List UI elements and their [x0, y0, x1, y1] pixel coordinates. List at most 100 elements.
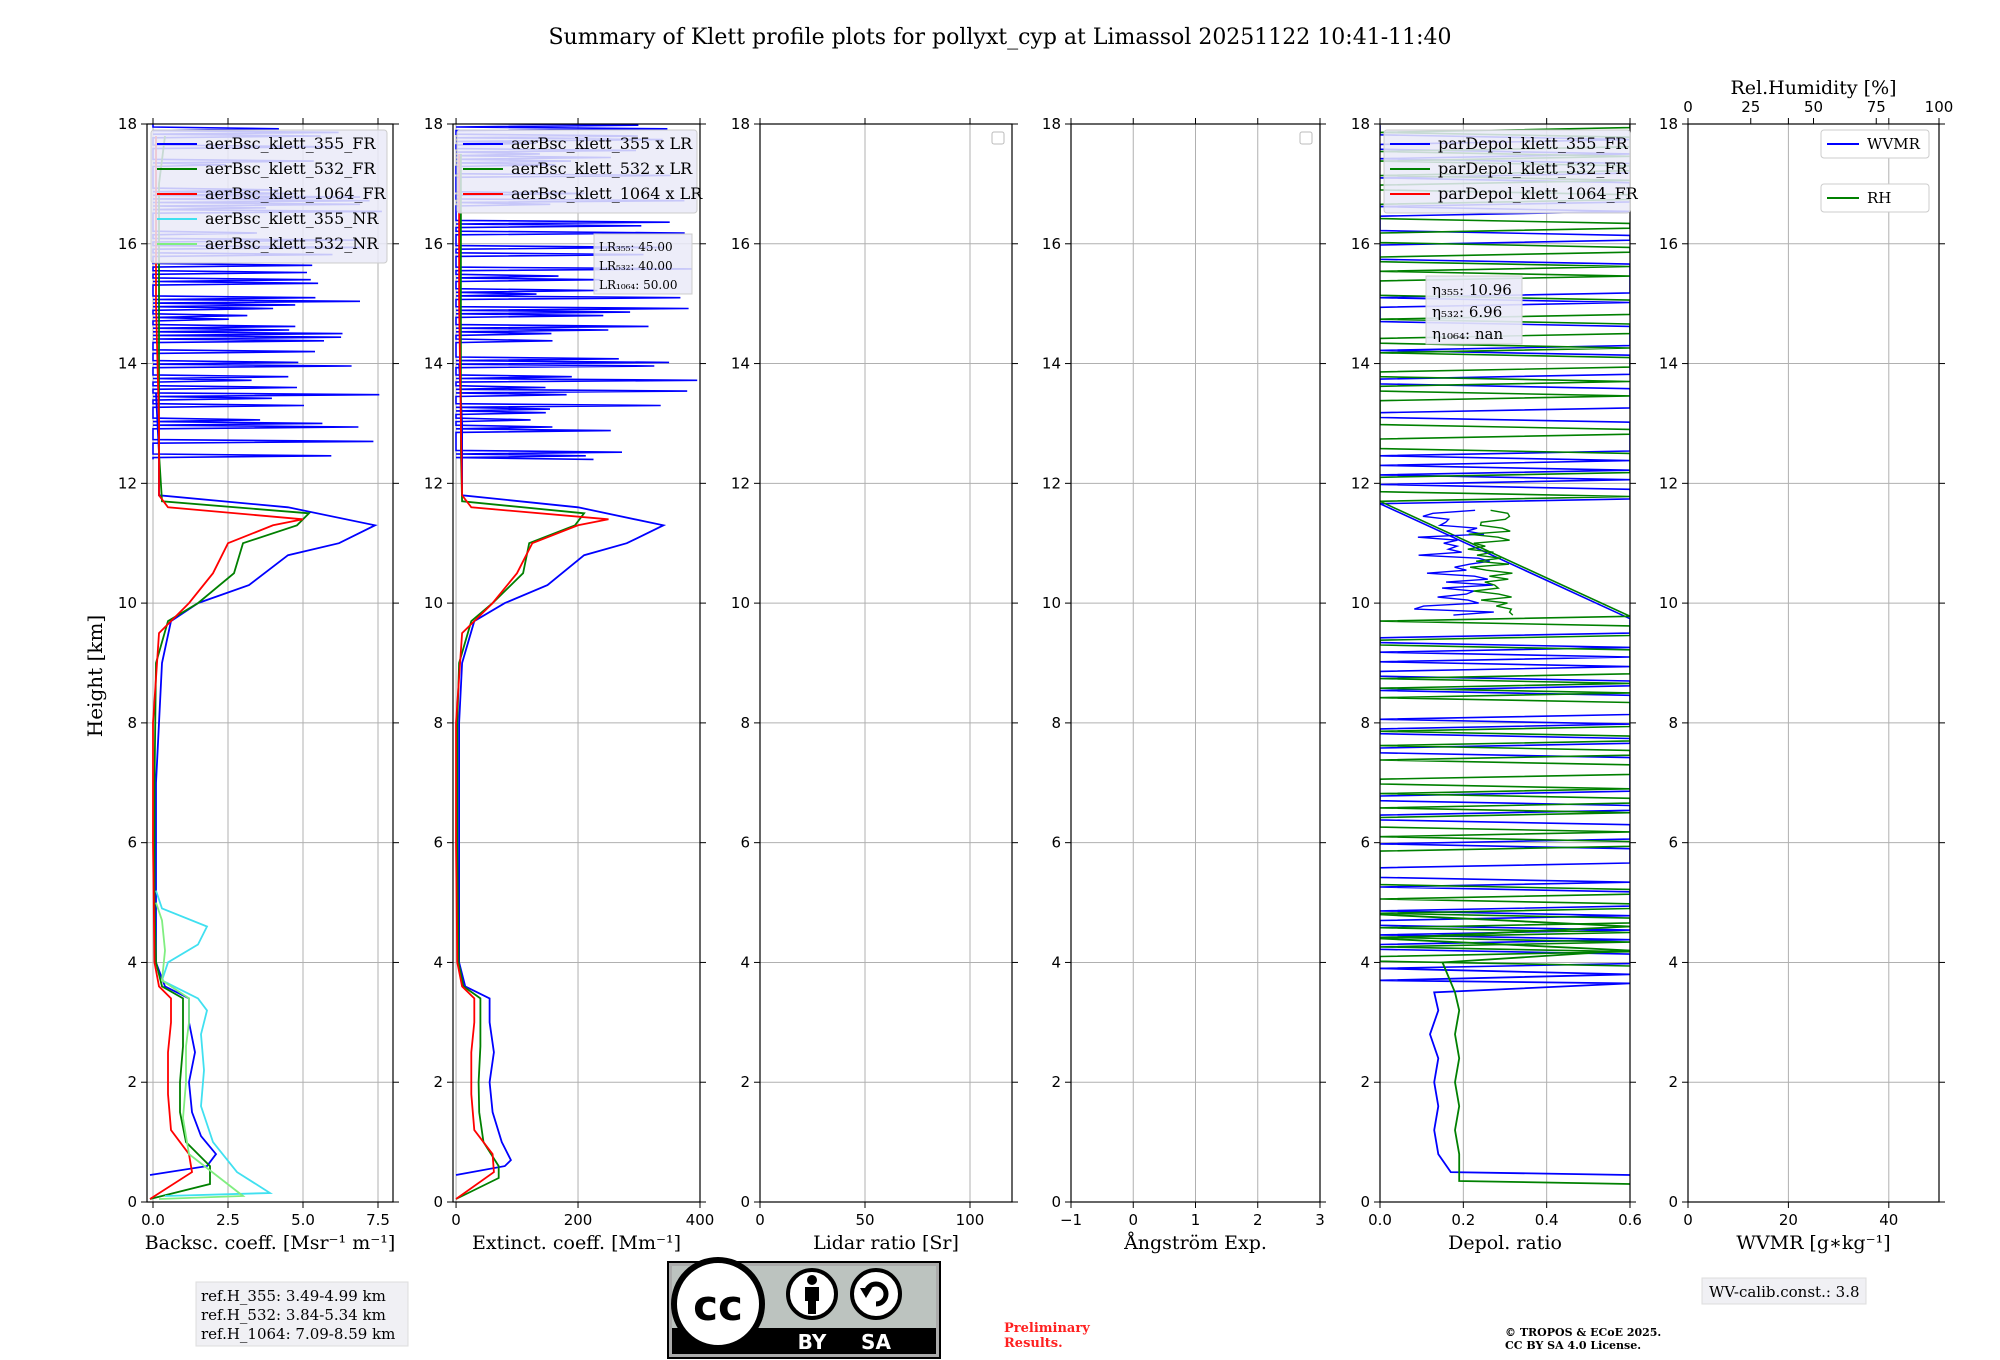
- series-355-noise: [455, 124, 698, 461]
- series-532-noise: [1380, 124, 1630, 967]
- series-532-cirrus: [1467, 509, 1514, 616]
- y-tick-label: 12: [424, 474, 443, 492]
- series-aerBsc_klett_355_NR: [155, 890, 273, 1197]
- legend-label: aerBsc_klett_532_NR: [205, 234, 379, 253]
- cc-logo-text: cc: [693, 1281, 743, 1330]
- x-tick-label: 100: [956, 1211, 985, 1229]
- series-group: [1380, 124, 1630, 1185]
- legend-box: [150, 129, 388, 264]
- legend-label: parDepol_klett_355_FR: [1438, 134, 1629, 153]
- legend-label: parDepol_klett_1064_FR: [1438, 184, 1639, 203]
- lr-value: LR₅₃₂: 40.00: [599, 259, 673, 273]
- y-tick-label: 10: [731, 594, 750, 612]
- legend-label: aerBsc_klett_355 x LR: [511, 134, 693, 153]
- x-tick-label: 0.2: [1451, 1211, 1475, 1229]
- top-axis-label: Rel.Humidity [%]: [1730, 77, 1896, 99]
- wv-calib-box: WV-calib.const.: 3.8: [1701, 1277, 1867, 1305]
- y-tick-label: 4: [433, 953, 443, 971]
- y-axis-label: Height [km]: [83, 615, 107, 737]
- top-tick-label: 25: [1741, 98, 1760, 116]
- y-tick-label: 8: [1668, 714, 1678, 732]
- legend-label: aerBsc_klett_1064 x LR: [511, 184, 703, 203]
- x-tick-label: 0: [755, 1211, 765, 1229]
- y-tick-label: 12: [118, 474, 137, 492]
- y-tick-label: 6: [1668, 834, 1678, 852]
- y-tick-label: 4: [740, 953, 750, 971]
- y-tick-label: 2: [1360, 1073, 1370, 1091]
- y-tick-label: 14: [1659, 355, 1678, 373]
- legend-label: RH: [1867, 189, 1891, 207]
- x-tick-label: 40: [1879, 1211, 1898, 1229]
- y-tick-label: 14: [1351, 355, 1370, 373]
- top-tick-label: 100: [1925, 98, 1954, 116]
- y-tick-label: 18: [1042, 115, 1061, 133]
- y-tick-label: 8: [1051, 714, 1061, 732]
- top-tick-label: 0: [1683, 98, 1693, 116]
- x-tick-label: 7.5: [366, 1211, 390, 1229]
- y-tick-label: 16: [1659, 235, 1678, 253]
- y-tick-label: 10: [424, 594, 443, 612]
- series-aerBsc_klett_532_NR: [155, 902, 246, 1200]
- grid: [1687, 123, 1939, 1203]
- legend: aerBsc_klett_355_FR aerBsc_klett_532_FRae…: [150, 129, 388, 264]
- y-tick-label: 6: [1051, 834, 1061, 852]
- x-tick-label: 20: [1779, 1211, 1798, 1229]
- y-tick-label: 0: [740, 1193, 750, 1211]
- y-tick-label: 14: [118, 355, 137, 373]
- y-tick-label: 12: [1042, 474, 1061, 492]
- y-tick-label: 2: [1051, 1073, 1061, 1091]
- y-tick-label: 16: [118, 235, 137, 253]
- ref-height-1064: ref.H_1064: 7.09-8.59 km: [201, 1325, 395, 1343]
- legend-label: aerBsc_klett_1064_FR: [205, 184, 387, 203]
- y-tick-label: 14: [424, 355, 443, 373]
- y-tick-label: 18: [118, 115, 137, 133]
- legend-box: [456, 129, 698, 214]
- y-tick-label: 6: [433, 834, 443, 852]
- wv-calib-text: WV-calib.const.: 3.8: [1709, 1283, 1860, 1301]
- x-axis-label: Ångström Exp.: [1123, 1232, 1267, 1254]
- x-tick-label: 2: [1253, 1211, 1263, 1229]
- series-aerBsc_klett_355 x LR: [455, 363, 667, 1176]
- panel-extinction: 0 2 4 6 8 10 12 14 16 18 0 200 400 Extinct. coeff. [M…: [424, 115, 714, 1254]
- panel-wvmr: 0 2 4 6 8 10 12 14 16 18 0 20 40 WVMR [g∗kg⁻¹] WVMR RH 0…: [1659, 77, 1953, 1254]
- y-tick-label: 10: [1659, 594, 1678, 612]
- y-tick-label: 0: [1668, 1193, 1678, 1211]
- y-tick-label: 16: [1351, 235, 1370, 253]
- preliminary-line1: Preliminary: [1004, 1321, 1090, 1336]
- cc-logo-icon: [671, 1257, 765, 1351]
- y-tick-label: 18: [424, 115, 443, 133]
- lr-box: [593, 233, 693, 295]
- legend-label: aerBsc_klett_532_FR: [205, 159, 376, 178]
- legend: WVMR RH: [1820, 129, 1930, 213]
- by-person-icon: [786, 1268, 838, 1320]
- axes-frame: [759, 123, 1013, 1203]
- y-tick-label: 2: [127, 1073, 137, 1091]
- x-tick-label: 200: [564, 1211, 593, 1229]
- y-tick-label: 18: [1351, 115, 1370, 133]
- axes-frame: [146, 123, 394, 1203]
- x-axis-label: WVMR [g∗kg⁻¹]: [1736, 1232, 1890, 1254]
- x-tick-label: 3: [1315, 1211, 1325, 1229]
- legend-label: WVMR: [1867, 135, 1921, 153]
- series-parDepol_klett_532_FR: [1380, 913, 1630, 1185]
- by-label: BY: [798, 1330, 827, 1354]
- y-tick-label: 8: [127, 714, 137, 732]
- y-tick-label: 0: [433, 1193, 443, 1211]
- x-tick-label: −1: [1060, 1211, 1082, 1229]
- legend-box: [1820, 129, 1930, 159]
- x-tick-label: 5.0: [291, 1211, 315, 1229]
- panel-depolarization: 0 2 4 6 8 10 12 14 16 18 0.0 0.2 0.4 0.6 Depol. ratio p…: [1351, 115, 1642, 1254]
- series-355-cirrus: [1414, 509, 1494, 616]
- y-tick-label: 18: [1659, 115, 1678, 133]
- y-tick-label: 6: [740, 834, 750, 852]
- y-tick-label: 8: [433, 714, 443, 732]
- eta-value: η₃₅₅: 10.96: [1432, 281, 1512, 299]
- y-tick-label: 14: [731, 355, 750, 373]
- y-tick-label: 10: [1351, 594, 1370, 612]
- cc-by-sa-badge: cc BY SA: [667, 1257, 941, 1359]
- x-tick-label: 0: [1683, 1211, 1693, 1229]
- y-tick-label: 18: [731, 115, 750, 133]
- y-tick-label: 6: [127, 834, 137, 852]
- preliminary-line2: Results.: [1004, 1336, 1063, 1351]
